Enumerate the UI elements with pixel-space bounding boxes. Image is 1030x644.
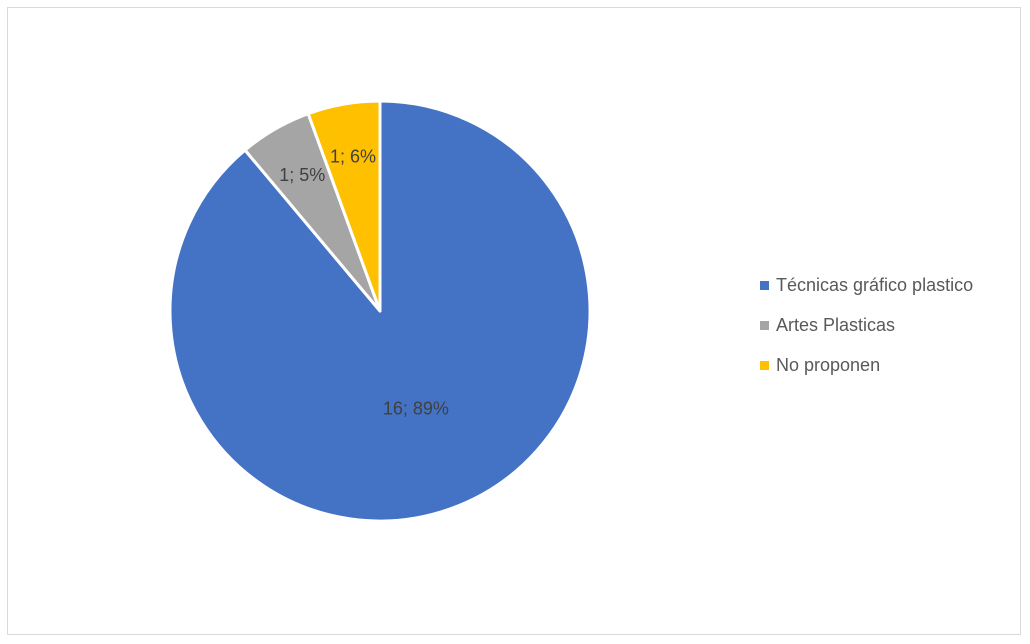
legend-item-tecnicas: Técnicas gráfico plastico <box>760 274 974 295</box>
legend-swatch-tecnicas <box>760 280 769 290</box>
legend-item-no-proponen: No proponen <box>760 354 973 375</box>
legend-item-artes: Artes Plasticas <box>760 314 973 335</box>
pie-chart: 16; 89% 1; 5%1; 6% <box>168 99 592 523</box>
legend-label-no-proponen: No proponen <box>776 354 881 375</box>
legend-label-artes: Artes Plasticas <box>776 314 896 335</box>
legend-swatch-artes <box>760 320 769 330</box>
data-label-no-proponen: 1; 6% <box>330 147 376 167</box>
pie-slice-no-proponen <box>306 99 382 313</box>
legend-label-tecnicas: Técnicas gráfico plastico <box>776 274 974 295</box>
legend-swatch-no-proponen <box>760 360 769 370</box>
data-label-artes: 1; 5% <box>279 165 325 185</box>
data-label-tecnicas: 16; 89% <box>383 398 449 418</box>
chart-area: 16; 89% 1; 5% 1; 6% Técnicas gráfico plast… <box>7 7 1021 635</box>
legend: Técnicas gráfico plastico Artes Plastica… <box>760 274 974 396</box>
